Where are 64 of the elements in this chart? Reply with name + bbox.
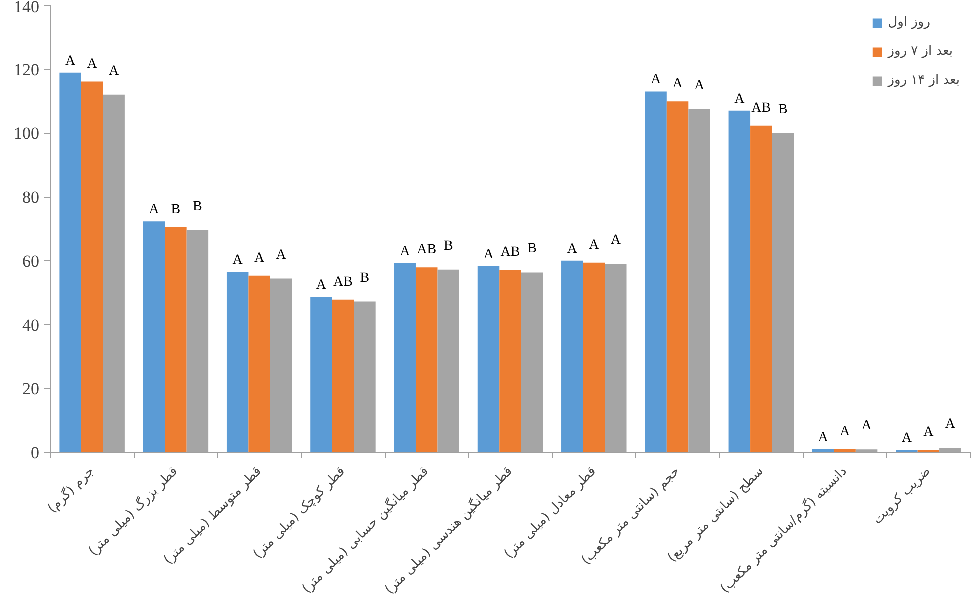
- bar: [728, 110, 751, 452]
- data-label: A: [694, 78, 706, 94]
- data-label: A: [818, 430, 830, 446]
- data-label: B: [360, 270, 370, 286]
- x-tick-label: جرم (گرم): [44, 463, 98, 516]
- data-label: A: [484, 247, 495, 262]
- data-label: B: [171, 202, 181, 218]
- data-label: A: [589, 238, 600, 253]
- data-label: A: [232, 253, 244, 268]
- bar: [500, 270, 522, 452]
- bar: [143, 222, 166, 452]
- y-tick-label: 80: [22, 188, 40, 208]
- data-label: B: [528, 242, 537, 257]
- y-tick-label: 140: [14, 0, 40, 16]
- y-tick-label: 0: [31, 444, 40, 462]
- bar: [81, 82, 104, 452]
- bar: [583, 262, 606, 452]
- data-label: AB: [417, 242, 437, 258]
- bar: [165, 227, 187, 452]
- data-label: A: [650, 72, 662, 88]
- data-label: A: [276, 248, 288, 263]
- bar: [226, 272, 249, 452]
- data-label: A: [734, 92, 746, 107]
- data-label: A: [672, 76, 684, 92]
- data-label: A: [862, 418, 873, 434]
- y-tick-label: 60: [22, 252, 40, 271]
- data-label: A: [924, 424, 935, 440]
- bar: [248, 276, 270, 452]
- bar: [478, 266, 500, 452]
- bar: [310, 297, 332, 452]
- data-label: B: [193, 199, 202, 214]
- y-tick-label: 40: [22, 316, 40, 335]
- bar: [394, 263, 416, 452]
- data-label: AB: [500, 245, 520, 260]
- data-label: A: [610, 233, 622, 248]
- bar: [60, 72, 82, 452]
- bar: [666, 102, 689, 452]
- data-label: A: [567, 242, 578, 257]
- data-label: B: [444, 238, 454, 254]
- bar: [645, 92, 667, 452]
- legend-label: بعد از ۷ روز: [888, 44, 954, 59]
- bar: [750, 126, 772, 452]
- data-label: A: [66, 54, 77, 69]
- data-label: A: [945, 417, 956, 432]
- legend-label: بعد از ۱۴ روز: [888, 73, 960, 88]
- data-label: AB: [752, 100, 772, 116]
- data-label: A: [400, 244, 412, 260]
- bar: [416, 268, 438, 452]
- data-label: AB: [334, 274, 353, 290]
- data-label: A: [840, 424, 851, 440]
- data-label: A: [149, 202, 160, 218]
- x-tick-label: ضریب کرویت: [870, 464, 934, 528]
- data-label: A: [87, 56, 98, 72]
- data-label: A: [109, 64, 120, 79]
- data-label: A: [316, 278, 328, 294]
- y-tick-label: 120: [14, 60, 40, 80]
- bar: [562, 260, 584, 452]
- bar: [332, 300, 354, 452]
- data-label: A: [902, 430, 913, 446]
- legend-label: روز اول: [888, 15, 930, 30]
- y-tick-label: 20: [22, 380, 40, 399]
- data-label: A: [254, 250, 266, 266]
- data-label: B: [778, 102, 788, 118]
- y-tick-label: 100: [14, 124, 40, 144]
